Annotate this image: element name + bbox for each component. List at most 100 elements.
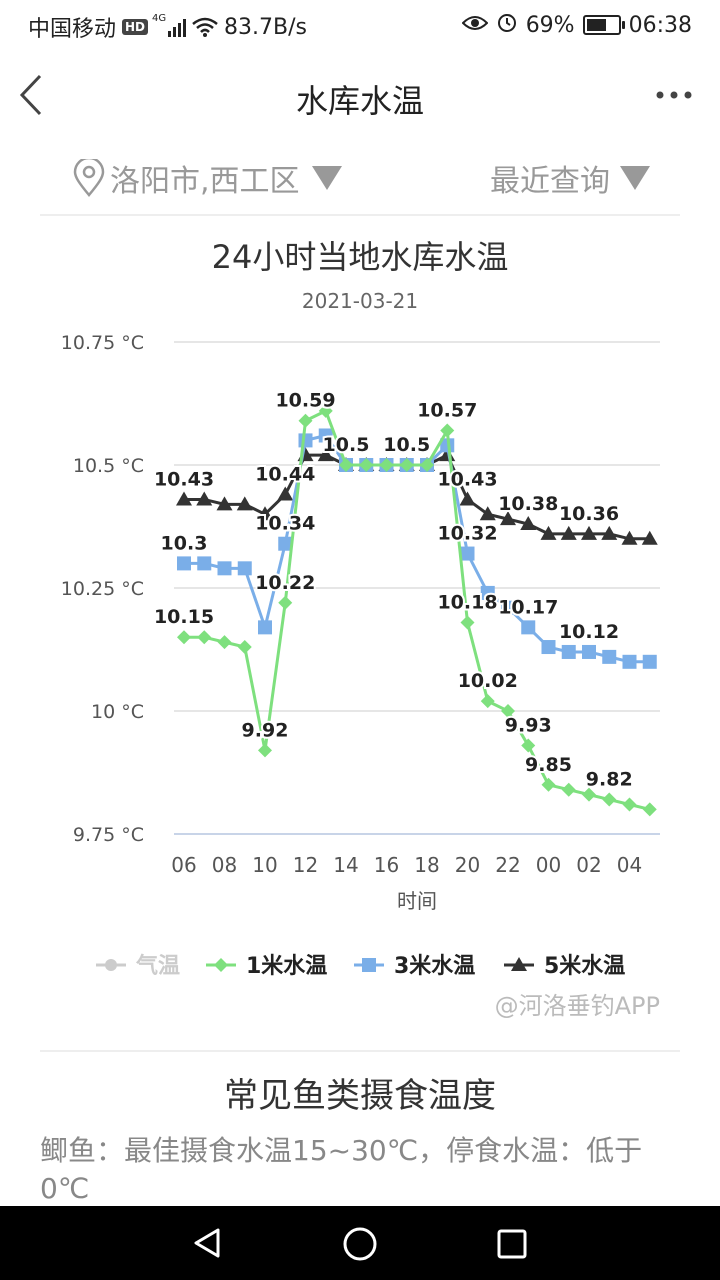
hd-badge: HD: [122, 19, 149, 35]
y-tick-label: 10 °C: [91, 701, 144, 723]
x-tick-label: 12: [293, 853, 318, 877]
legend-label[interactable]: 1米水温: [246, 954, 327, 979]
data-point: [521, 620, 536, 635]
system-nav-bar: [0, 1206, 720, 1280]
legend-label[interactable]: 3米水温: [394, 954, 475, 979]
data-point: [641, 530, 658, 545]
data-label: 10.17: [498, 596, 558, 618]
data-point: [298, 433, 313, 448]
x-tick-label: 18: [414, 853, 439, 877]
data-point: [399, 458, 414, 472]
nav-back-icon[interactable]: [190, 1226, 224, 1260]
y-tick-label: 10.75 °C: [61, 332, 144, 354]
data-point: [217, 635, 232, 650]
water-temperature-chart: 10.75 °C 10.5 °C 10.25 °C 10 °C 9.75 °C 06 08 1…: [61, 332, 660, 979]
data-point: [459, 491, 476, 506]
data-label: 9.82: [586, 769, 633, 791]
data-point: [278, 595, 293, 610]
data-point: [339, 458, 353, 472]
page-title: 水库水温: [295, 82, 424, 120]
data-point: [521, 738, 536, 753]
x-tick-label: 14: [333, 853, 358, 877]
query-selector[interactable]: 最近查询: [490, 156, 650, 200]
data-point: [379, 458, 394, 472]
x-tick-label: 02: [576, 853, 601, 877]
data-point: [541, 777, 556, 792]
data-point: [278, 536, 293, 551]
data-point: [642, 654, 657, 669]
data-point: [460, 546, 475, 561]
section-title: 常见鱼类摄食温度: [224, 1076, 496, 1116]
y-tick-label: 10.5 °C: [73, 455, 144, 477]
query-label: 最近查询: [490, 164, 610, 199]
nav-recents-icon[interactable]: [496, 1228, 528, 1260]
data-point: [197, 556, 212, 571]
data-point: [560, 525, 577, 540]
data-label: 10.38: [498, 493, 558, 515]
dropdown-triangle-icon: [620, 166, 650, 190]
data-label: 10.57: [417, 400, 477, 422]
data-label: 10.15: [154, 606, 214, 628]
data-label: 10.44: [255, 464, 315, 486]
data-point: [601, 525, 618, 540]
data-point: [197, 630, 212, 645]
data-point: [177, 556, 191, 571]
data-point: [540, 525, 557, 540]
data-label: 10.18: [437, 591, 497, 613]
series-line: [184, 453, 650, 541]
data-point: [298, 413, 313, 428]
legend-label[interactable]: 5米水温: [544, 954, 625, 979]
network-type: 4G: [152, 13, 167, 24]
section-divider: [40, 1050, 680, 1052]
nav-home-icon[interactable]: [342, 1226, 378, 1262]
y-tick-label: 9.75 °C: [73, 824, 144, 846]
data-label: 9.92: [242, 719, 289, 741]
legend-marker: [511, 957, 527, 971]
x-tick-label: 00: [536, 853, 561, 877]
data-label: 10.5: [383, 434, 430, 456]
data-point: [622, 797, 637, 812]
data-point: [602, 792, 617, 807]
battery-percent: 69%: [525, 12, 575, 38]
data-point: [480, 585, 495, 600]
data-point: [622, 654, 637, 669]
location-label: 洛阳市,西工区: [110, 164, 300, 199]
data-point: [257, 506, 273, 521]
data-point: [176, 491, 192, 506]
eye-icon: [461, 13, 489, 38]
data-point: [561, 644, 576, 659]
x-axis-label: 时间: [397, 889, 437, 913]
data-point: [480, 694, 495, 709]
more-button[interactable]: [654, 80, 694, 110]
data-point: [177, 630, 191, 645]
data-point: [561, 782, 576, 797]
status-bar: 中国移动 HD 4G 83.7B/s 69% 06:38: [0, 0, 720, 50]
filter-bar: 洛阳市,西工区 最近查询: [40, 148, 680, 216]
data-point: [541, 640, 556, 655]
chart-date: 2021-03-21: [301, 289, 419, 313]
clock-time: 06:38: [628, 12, 692, 38]
fish-temp-text: 鲫鱼：最佳摄食水温15~30℃，停食水温：低于0℃: [40, 1134, 643, 1205]
data-point: [520, 516, 537, 531]
data-point: [501, 704, 515, 718]
x-tick-label: 04: [617, 853, 642, 877]
x-tick-label: 06: [171, 853, 196, 877]
back-button[interactable]: [18, 72, 58, 122]
legend-marker: [105, 959, 117, 971]
data-point: [359, 458, 374, 472]
data-label: 10.34: [255, 513, 315, 535]
location-selector[interactable]: 洛阳市,西工区: [72, 156, 342, 200]
x-tick-label: 22: [495, 853, 520, 877]
x-tick-label: 08: [212, 853, 237, 877]
top-bar: 水库水温: [0, 52, 720, 142]
signal-icon: 4G: [152, 13, 187, 37]
data-point: [237, 561, 252, 576]
data-point: [479, 506, 496, 521]
data-point: [440, 423, 455, 438]
data-point: [581, 525, 597, 540]
legend-label[interactable]: 气温: [135, 953, 180, 979]
data-point: [642, 802, 657, 817]
data-point: [236, 496, 253, 511]
data-point: [258, 743, 272, 758]
wifi-icon: [192, 17, 218, 37]
